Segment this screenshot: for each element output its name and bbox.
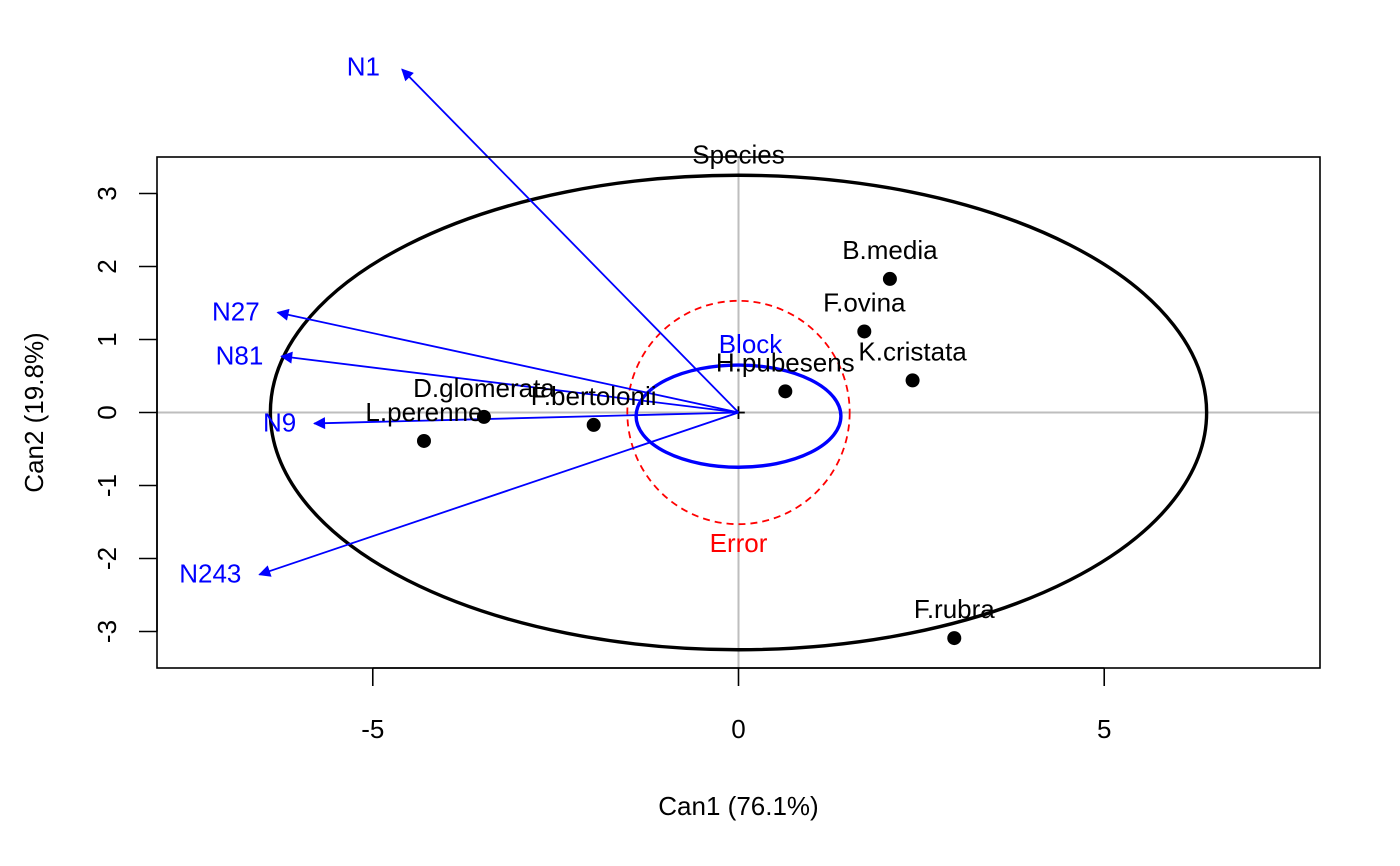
vector-n81 xyxy=(280,351,739,414)
point-label-b-media: B.media xyxy=(842,235,938,265)
vector-label-n9: N9 xyxy=(263,407,296,437)
y-axis-label: Can2 (19.8%) xyxy=(19,332,49,492)
species-ellipse-label: Species xyxy=(692,139,785,169)
point-h-pubesens xyxy=(778,384,793,399)
point-label-l-perenne: L.perenne xyxy=(365,397,482,427)
point-f-ovina xyxy=(857,324,872,339)
x-axis-label: Can1 (76.1%) xyxy=(658,791,818,821)
vector-n27 xyxy=(276,308,739,414)
y-tick-label: 1 xyxy=(92,332,122,346)
axes: -5 0 5 -3 -2 -1 0 1 2 3 xyxy=(92,186,1112,744)
block-ellipse-label: Block xyxy=(719,329,784,359)
point-l-perenne xyxy=(416,433,431,448)
y-tick-label: 2 xyxy=(92,259,122,273)
point-f-rubra xyxy=(947,631,962,646)
vector-n243 xyxy=(258,411,739,577)
point-label-h-pubesens: H.pubesens xyxy=(716,347,855,377)
vectors: N1 N27 N81 N9 N243 xyxy=(179,51,740,589)
vector-label-n27: N27 xyxy=(212,296,260,326)
vector-label-n81: N81 xyxy=(216,340,264,370)
point-f-bertolonii xyxy=(586,417,601,432)
vector-n9 xyxy=(313,411,739,430)
x-tick-label: 5 xyxy=(1097,714,1111,744)
error-ellipse-label: Error xyxy=(710,528,768,558)
species-ellipse xyxy=(268,173,1209,652)
vector-label-n243: N243 xyxy=(179,559,241,589)
y-tick-label: 3 xyxy=(92,186,122,200)
y-tick-label: -1 xyxy=(92,474,122,497)
point-k-cristata xyxy=(905,373,920,388)
point-b-media xyxy=(882,271,897,286)
point-label-f-bertolonii: F.bertolonii xyxy=(531,381,657,411)
y-tick-label: -2 xyxy=(92,547,122,570)
point-label-k-cristata: K.cristata xyxy=(858,336,967,366)
point-label-d-glomerata: D.glomerata xyxy=(413,373,555,403)
point-label-f-ovina: F.ovina xyxy=(823,287,906,317)
point-label-f-rubra: F.rubra xyxy=(914,594,995,624)
vector-n1 xyxy=(401,68,740,414)
x-tick-label: 0 xyxy=(731,714,745,744)
y-tick-label: 0 xyxy=(92,405,122,419)
y-tick-label: -3 xyxy=(92,620,122,643)
x-tick-label: -5 xyxy=(361,714,384,744)
block-ellipse xyxy=(634,363,843,469)
vector-label-n1: N1 xyxy=(347,51,380,81)
error-ellipse xyxy=(626,299,851,526)
point-d-glomerata xyxy=(476,409,491,424)
